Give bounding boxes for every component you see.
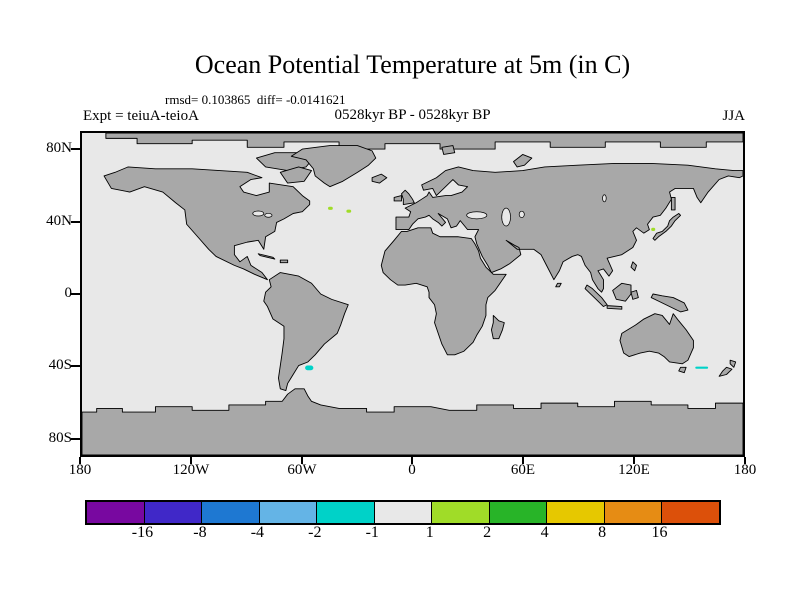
colorbar-tick-label: 1	[425, 524, 434, 541]
colorbar-segment	[317, 502, 375, 523]
great-britain	[401, 189, 415, 206]
x-axis-tick	[522, 457, 524, 464]
arctic-ice-band	[105, 133, 743, 150]
colorbar-segment	[662, 502, 720, 523]
y-axis-label-80s: 80S	[48, 430, 72, 446]
y-axis-tick	[71, 221, 80, 223]
ireland	[393, 195, 402, 202]
colorbar-segment	[432, 502, 490, 523]
experiment-label: Expt = teiuA-teioA	[83, 108, 199, 124]
aral-sea	[518, 210, 525, 218]
x-axis-tick	[79, 457, 81, 464]
anomaly-patch	[328, 206, 333, 210]
anomaly-patch	[651, 227, 656, 232]
continent-south-america	[263, 272, 349, 392]
black-sea	[466, 211, 488, 220]
great-lake-west	[252, 210, 265, 217]
colorbar-segment	[259, 502, 318, 523]
continent-north-america	[103, 166, 311, 281]
x-axis-tick	[744, 457, 746, 464]
philippines	[630, 261, 637, 272]
baffin-island	[279, 166, 312, 184]
novaya-zemlya	[513, 154, 533, 168]
australia	[619, 313, 694, 365]
japan	[652, 213, 682, 241]
greenland	[290, 145, 377, 188]
caspian-sea	[501, 207, 511, 227]
season-label: JJA	[722, 108, 745, 124]
great-lake-east	[264, 212, 273, 218]
y-axis-tick	[71, 438, 80, 440]
continent-eurasia	[395, 162, 743, 293]
colorbar-tick-label: 4	[540, 524, 549, 541]
new-guinea	[650, 293, 689, 313]
y-axis-label-80n: 80N	[46, 140, 72, 156]
colorbar-segment	[604, 502, 663, 523]
x-axis-tick	[190, 457, 192, 464]
antarctica	[82, 388, 743, 455]
continent-africa	[380, 227, 507, 356]
x-axis-tick	[301, 457, 303, 464]
lake-baikal	[602, 194, 607, 203]
colorbar-tick-label: -2	[308, 524, 322, 541]
y-axis-tick	[71, 365, 80, 367]
anomaly-patch	[305, 365, 314, 371]
x-axis-label-120e: 120E	[618, 462, 650, 478]
y-axis-label-40s: 40S	[48, 357, 72, 373]
java	[606, 305, 623, 310]
sri-lanka	[555, 282, 562, 288]
hispaniola	[279, 259, 289, 264]
map-frame	[80, 131, 745, 457]
anomaly-layer	[305, 206, 709, 371]
svalbard	[441, 145, 456, 155]
madagascar	[490, 315, 505, 340]
new-zealand-south	[718, 366, 733, 377]
anomaly-patch	[346, 209, 352, 213]
stats-line: rmsd= 0.103865 diff= -0.0141621	[165, 92, 346, 107]
colorbar-segment	[489, 502, 548, 523]
landmasses	[82, 133, 743, 455]
new-zealand-north	[729, 359, 737, 368]
plot-title: Ocean Potential Temperature at 5m (in C)	[194, 50, 631, 79]
sakhalin	[670, 196, 676, 211]
colorbar-segment	[202, 502, 260, 523]
colorbar-tick-label: -8	[193, 524, 207, 541]
x-axis-tick	[411, 457, 413, 464]
anomaly-patch	[695, 366, 709, 369]
cuba	[257, 253, 276, 260]
colorbar-labels: -16 -8 -4 -2 -1 1 2 4 8 16	[85, 524, 717, 546]
x-axis-label-180w: 180	[68, 462, 92, 478]
y-axis-tick	[71, 293, 80, 295]
inland-seas	[252, 194, 607, 227]
colorbar-tick-label: -4	[250, 524, 265, 541]
world-map	[82, 133, 743, 455]
colorbar-segment	[547, 502, 605, 523]
sulawesi	[630, 289, 639, 300]
x-axis-label-0: 0	[408, 462, 416, 478]
x-axis-label-180e: 180	[733, 462, 757, 478]
period-label: 0528kyr BP - 0528kyr BP	[334, 107, 491, 123]
iceland	[371, 173, 388, 184]
x-axis-label-60w: 60W	[287, 462, 317, 478]
x-axis-tick	[633, 457, 635, 464]
colorbar-tick-label: 2	[483, 524, 492, 541]
colorbar-segment	[144, 502, 203, 523]
x-axis-label-60e: 60E	[510, 462, 536, 478]
y-axis-label-0: 0	[64, 285, 73, 301]
y-axis-label-40n: 40N	[46, 213, 72, 229]
tasmania	[678, 366, 687, 374]
colorbar-tick-label: 16	[651, 524, 668, 541]
colorbar-segment	[87, 502, 145, 523]
colorbar-segment	[374, 502, 433, 523]
colorbar	[85, 500, 721, 525]
y-axis-tick	[71, 148, 80, 150]
colorbar-tick-label: -1	[365, 524, 379, 541]
colorbar-tick-label: 8	[598, 524, 607, 541]
colorbar-tick-label: -16	[131, 524, 154, 541]
sumatra	[584, 284, 608, 307]
x-axis-label-120w: 120W	[172, 462, 210, 478]
